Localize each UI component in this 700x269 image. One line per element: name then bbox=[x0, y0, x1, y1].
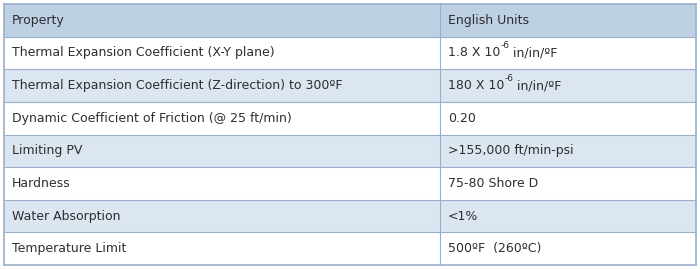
Text: 1.8 X 10: 1.8 X 10 bbox=[448, 47, 500, 59]
Bar bbox=[4, 37, 696, 69]
Bar bbox=[4, 102, 696, 134]
Text: in/in/ºF: in/in/ºF bbox=[513, 79, 561, 92]
Text: Dynamic Coefficient of Friction (@ 25 ft/min): Dynamic Coefficient of Friction (@ 25 ft… bbox=[12, 112, 292, 125]
Bar bbox=[4, 134, 696, 167]
Text: Thermal Expansion Coefficient (Z-direction) to 300ºF: Thermal Expansion Coefficient (Z-directi… bbox=[12, 79, 342, 92]
Text: <1%: <1% bbox=[448, 210, 478, 222]
Text: English Units: English Units bbox=[448, 14, 529, 27]
Text: in/in/ºF: in/in/ºF bbox=[510, 47, 558, 59]
Text: Property: Property bbox=[12, 14, 64, 27]
Text: Temperature Limit: Temperature Limit bbox=[12, 242, 127, 255]
Bar bbox=[4, 167, 696, 200]
Bar bbox=[4, 200, 696, 232]
Text: -6: -6 bbox=[504, 74, 513, 83]
Text: -6: -6 bbox=[500, 41, 510, 50]
Text: Limiting PV: Limiting PV bbox=[12, 144, 83, 157]
Bar bbox=[4, 232, 696, 265]
Text: 500ºF  (260ºC): 500ºF (260ºC) bbox=[448, 242, 541, 255]
Text: 0.20: 0.20 bbox=[448, 112, 476, 125]
Text: 180 X 10: 180 X 10 bbox=[448, 79, 504, 92]
Bar bbox=[4, 4, 696, 37]
Bar bbox=[4, 69, 696, 102]
Text: Thermal Expansion Coefficient (X-Y plane): Thermal Expansion Coefficient (X-Y plane… bbox=[12, 47, 274, 59]
Text: >155,000 ft/min-psi: >155,000 ft/min-psi bbox=[448, 144, 573, 157]
Text: Water Absorption: Water Absorption bbox=[12, 210, 120, 222]
Text: Hardness: Hardness bbox=[12, 177, 71, 190]
Text: 75-80 Shore D: 75-80 Shore D bbox=[448, 177, 538, 190]
